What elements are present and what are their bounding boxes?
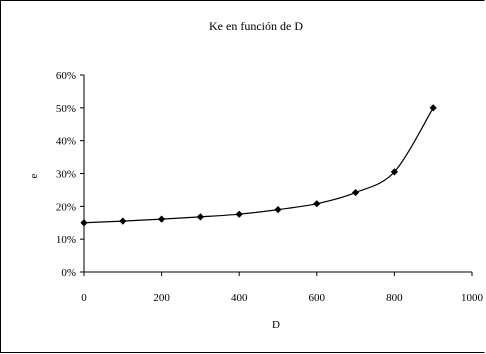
data-point [274, 206, 282, 214]
y-tick-label: 60% [56, 70, 76, 82]
y-tick-label: 0% [61, 267, 76, 279]
data-point [352, 188, 360, 197]
x-tick-label: 0 [81, 292, 87, 304]
y-tick-label: 10% [56, 234, 76, 246]
data-point [80, 219, 88, 227]
data-point [390, 168, 398, 176]
y-axis-label: e [28, 173, 40, 178]
ticks: 0% 10% 20% 30% 40% 50% 60% 0 200 400 600 800 1000 [56, 70, 484, 304]
chart-title: Ke en función de D [209, 19, 303, 33]
data-point [429, 104, 437, 112]
data-point [119, 217, 127, 225]
series-line [83, 107, 434, 224]
y-tick-label: 20% [56, 201, 76, 213]
data-point [158, 215, 166, 223]
data-point [196, 213, 204, 221]
x-axis-label: D [272, 319, 280, 331]
x-tick-label: 400 [231, 292, 248, 304]
y-tick-label: 30% [56, 169, 76, 181]
markers [80, 104, 437, 227]
x-tick-label: 1000 [461, 292, 484, 304]
data-point [235, 210, 243, 218]
x-tick-label: 800 [386, 292, 403, 304]
axes [83, 75, 472, 273]
data-point [313, 200, 321, 208]
y-tick-label: 40% [56, 136, 76, 148]
y-tick-label: 50% [56, 103, 76, 115]
x-tick-label: 200 [153, 292, 170, 304]
x-tick-label: 600 [309, 292, 326, 304]
